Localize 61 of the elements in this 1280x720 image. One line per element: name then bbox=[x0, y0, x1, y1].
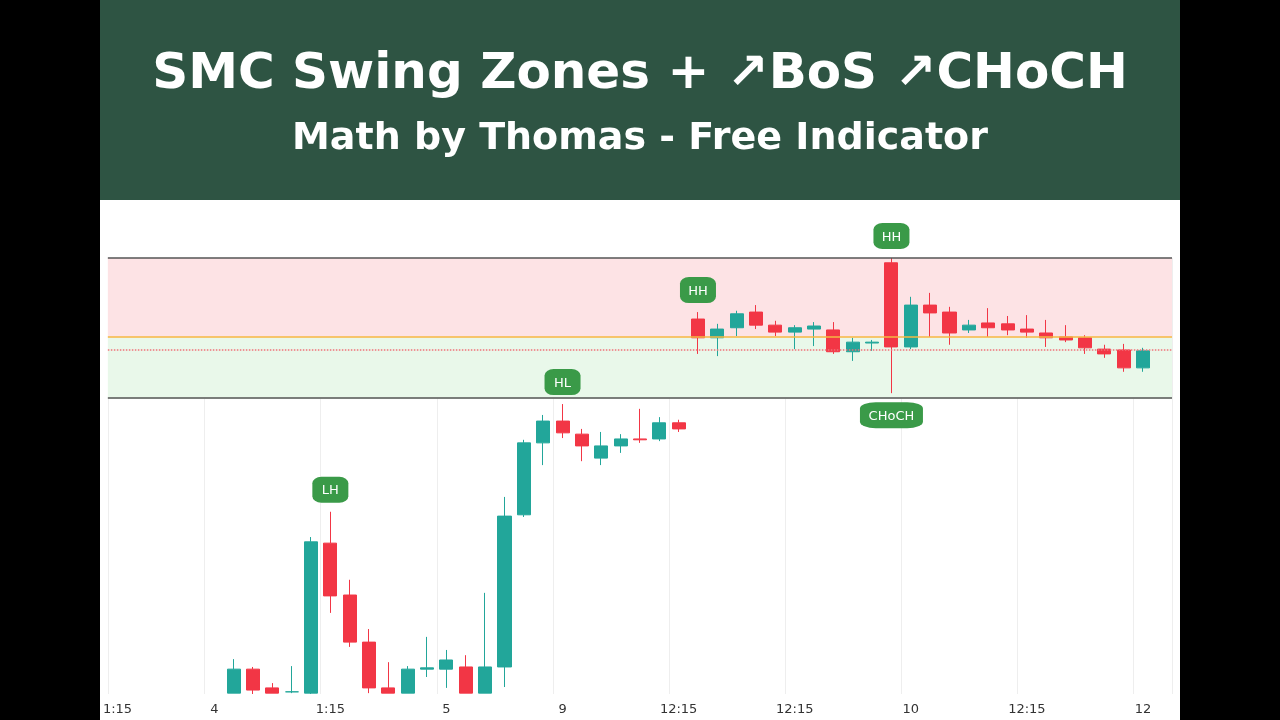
candlestick bbox=[942, 306, 957, 346]
candlestick bbox=[865, 339, 879, 352]
candlestick bbox=[923, 292, 937, 338]
candlestick bbox=[788, 324, 802, 350]
candlestick bbox=[768, 320, 782, 337]
candlestick bbox=[1001, 315, 1015, 336]
candlestick bbox=[478, 592, 492, 694]
candlestick bbox=[497, 496, 512, 688]
candlestick bbox=[1117, 343, 1131, 373]
x-tick-label: 4 bbox=[210, 701, 219, 716]
candlestick bbox=[323, 511, 337, 614]
candlestick bbox=[1097, 344, 1111, 359]
x-tick-label: 5 bbox=[442, 701, 451, 716]
candlestick bbox=[517, 439, 531, 518]
candlestick bbox=[691, 311, 705, 355]
x-tick-label: 12 bbox=[1134, 701, 1152, 716]
candlestick bbox=[536, 414, 550, 466]
x-tick-label: 10 bbox=[902, 701, 920, 716]
candlestick bbox=[594, 431, 608, 466]
candlestick bbox=[401, 665, 415, 694]
candlestick bbox=[1020, 314, 1034, 339]
candlestick bbox=[304, 536, 318, 695]
candlestick bbox=[265, 682, 279, 694]
candlestick bbox=[884, 257, 898, 394]
candlestick bbox=[633, 408, 647, 444]
candlestick bbox=[439, 649, 453, 689]
candlestick bbox=[730, 310, 744, 337]
x-tick-label: 1:15 bbox=[102, 701, 133, 716]
candlestick bbox=[575, 428, 589, 462]
candlestick bbox=[1136, 347, 1150, 373]
candlestick bbox=[420, 636, 434, 678]
candlestick bbox=[962, 319, 976, 334]
x-tick-label: 9 bbox=[558, 701, 567, 716]
annotation: CHoCH bbox=[868, 407, 915, 423]
candlestick bbox=[652, 416, 666, 442]
x-tick-label: 12:15 bbox=[659, 701, 698, 716]
candlestick bbox=[749, 304, 763, 330]
x-tick-label: 1:15 bbox=[315, 701, 345, 716]
candlestick bbox=[904, 296, 918, 350]
x-tick-label: 12:15 bbox=[1008, 701, 1046, 716]
candlestick bbox=[362, 628, 376, 694]
annotation: LH bbox=[321, 482, 339, 498]
candlestick bbox=[614, 433, 628, 454]
candlestick bbox=[556, 403, 570, 439]
candlestick bbox=[381, 661, 395, 694]
annotation: HH bbox=[881, 228, 902, 244]
candlestick bbox=[672, 419, 686, 433]
candlestick bbox=[285, 665, 299, 694]
candlestick bbox=[807, 321, 821, 347]
candlestick bbox=[1078, 334, 1092, 355]
x-tick-label: 12:15 bbox=[775, 701, 814, 716]
candlestick bbox=[981, 307, 995, 338]
chart-title: SMC Swing Zones + ↗BoS ↗CHoCH bbox=[151, 42, 1129, 100]
annotation: HH bbox=[688, 282, 708, 298]
annotation: HL bbox=[554, 374, 572, 390]
candlestick bbox=[227, 658, 241, 694]
chart-subtitle: Math by Thomas - Free Indicator bbox=[291, 114, 989, 158]
candlestick bbox=[343, 579, 357, 648]
candlestick bbox=[246, 666, 260, 695]
candlestick bbox=[459, 654, 473, 694]
candlestick bbox=[846, 337, 860, 362]
